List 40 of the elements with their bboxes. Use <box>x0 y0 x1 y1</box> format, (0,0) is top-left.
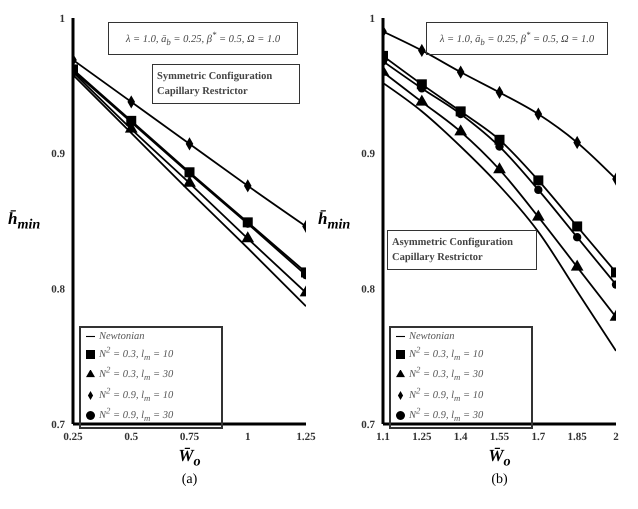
legend-label: N$^{2}$ = 0.3, l$_{m}$ = 30 <box>99 364 174 382</box>
x-tick-label: 1.4 <box>454 430 468 443</box>
y-axis-title: h̄$_{min}$ <box>318 209 350 232</box>
text: (b) <box>491 472 508 487</box>
y-tick-label: 0.8 <box>361 284 376 296</box>
y-tick-label: 1 <box>370 12 375 25</box>
x-tick-label: 1.25 <box>296 430 316 443</box>
y-axis-title: h̄$_{min}$ <box>8 209 40 232</box>
annotation: Asymmetric Configuration Capillary Restrictor <box>392 237 514 263</box>
x-tick-label: 0.75 <box>180 430 200 443</box>
x-tick-label: 1 <box>245 430 250 443</box>
x-tick-label: 1.55 <box>490 430 510 443</box>
legend-label: Newtonian <box>99 331 145 342</box>
legend-label: N$^{2}$ = 0.9, l$_{m}$ = 30 <box>409 406 484 424</box>
x-tick-label: 1.7 <box>531 430 546 443</box>
annotation: λ = 1.0, ā$_{b}$ = 0.25, β$^{*}$ = 0.5, Ω = 1.0 <box>126 29 280 47</box>
y-tick-label: 0.7 <box>361 418 376 431</box>
x-axis-title: W̄$_{o}$ <box>178 446 201 470</box>
x-tick-label: 2 <box>613 430 620 443</box>
legend-label: N$^{2}$ = 0.9, l$_{m}$ = 10 <box>99 385 174 403</box>
legend-label: N$^{2}$ = 0.3, l$_{m}$ = 10 <box>409 344 484 362</box>
legend-label: N$^{2}$ = 0.3, l$_{m}$ = 30 <box>409 364 484 382</box>
text: (a) <box>182 472 198 487</box>
y-tick-label: 0.7 <box>51 418 66 431</box>
legend-label: N$^{2}$ = 0.3, l$_{m}$ = 10 <box>99 344 174 362</box>
annotation: Symmetric Configuration Capillary Restrictor <box>157 71 272 97</box>
x-axis-title: W̄$_{o}$ <box>488 446 511 470</box>
legend-label: N$^{2}$ = 0.9, l$_{m}$ = 30 <box>99 406 174 424</box>
x-tick-label: 0.25 <box>63 430 84 443</box>
x-tick-label: 1.25 <box>412 430 432 443</box>
annotation: λ = 1.0, ā$_{b}$ = 0.25, β$^{*}$ = 0.5, Ω = 1.0 <box>440 29 594 47</box>
y-tick-label: 0.9 <box>51 148 66 160</box>
y-tick-label: 0.8 <box>51 284 66 296</box>
legend-label: N$^{2}$ = 0.9, l$_{m}$ = 10 <box>409 385 484 403</box>
y-tick-label: 1 <box>60 12 65 25</box>
legend-label: Newtonian <box>409 331 455 342</box>
x-tick-label: 0.5 <box>124 430 139 443</box>
x-tick-label: 1.85 <box>568 430 588 443</box>
y-tick-label: 0.9 <box>361 148 376 160</box>
x-tick-label: 1.1 <box>376 430 390 443</box>
